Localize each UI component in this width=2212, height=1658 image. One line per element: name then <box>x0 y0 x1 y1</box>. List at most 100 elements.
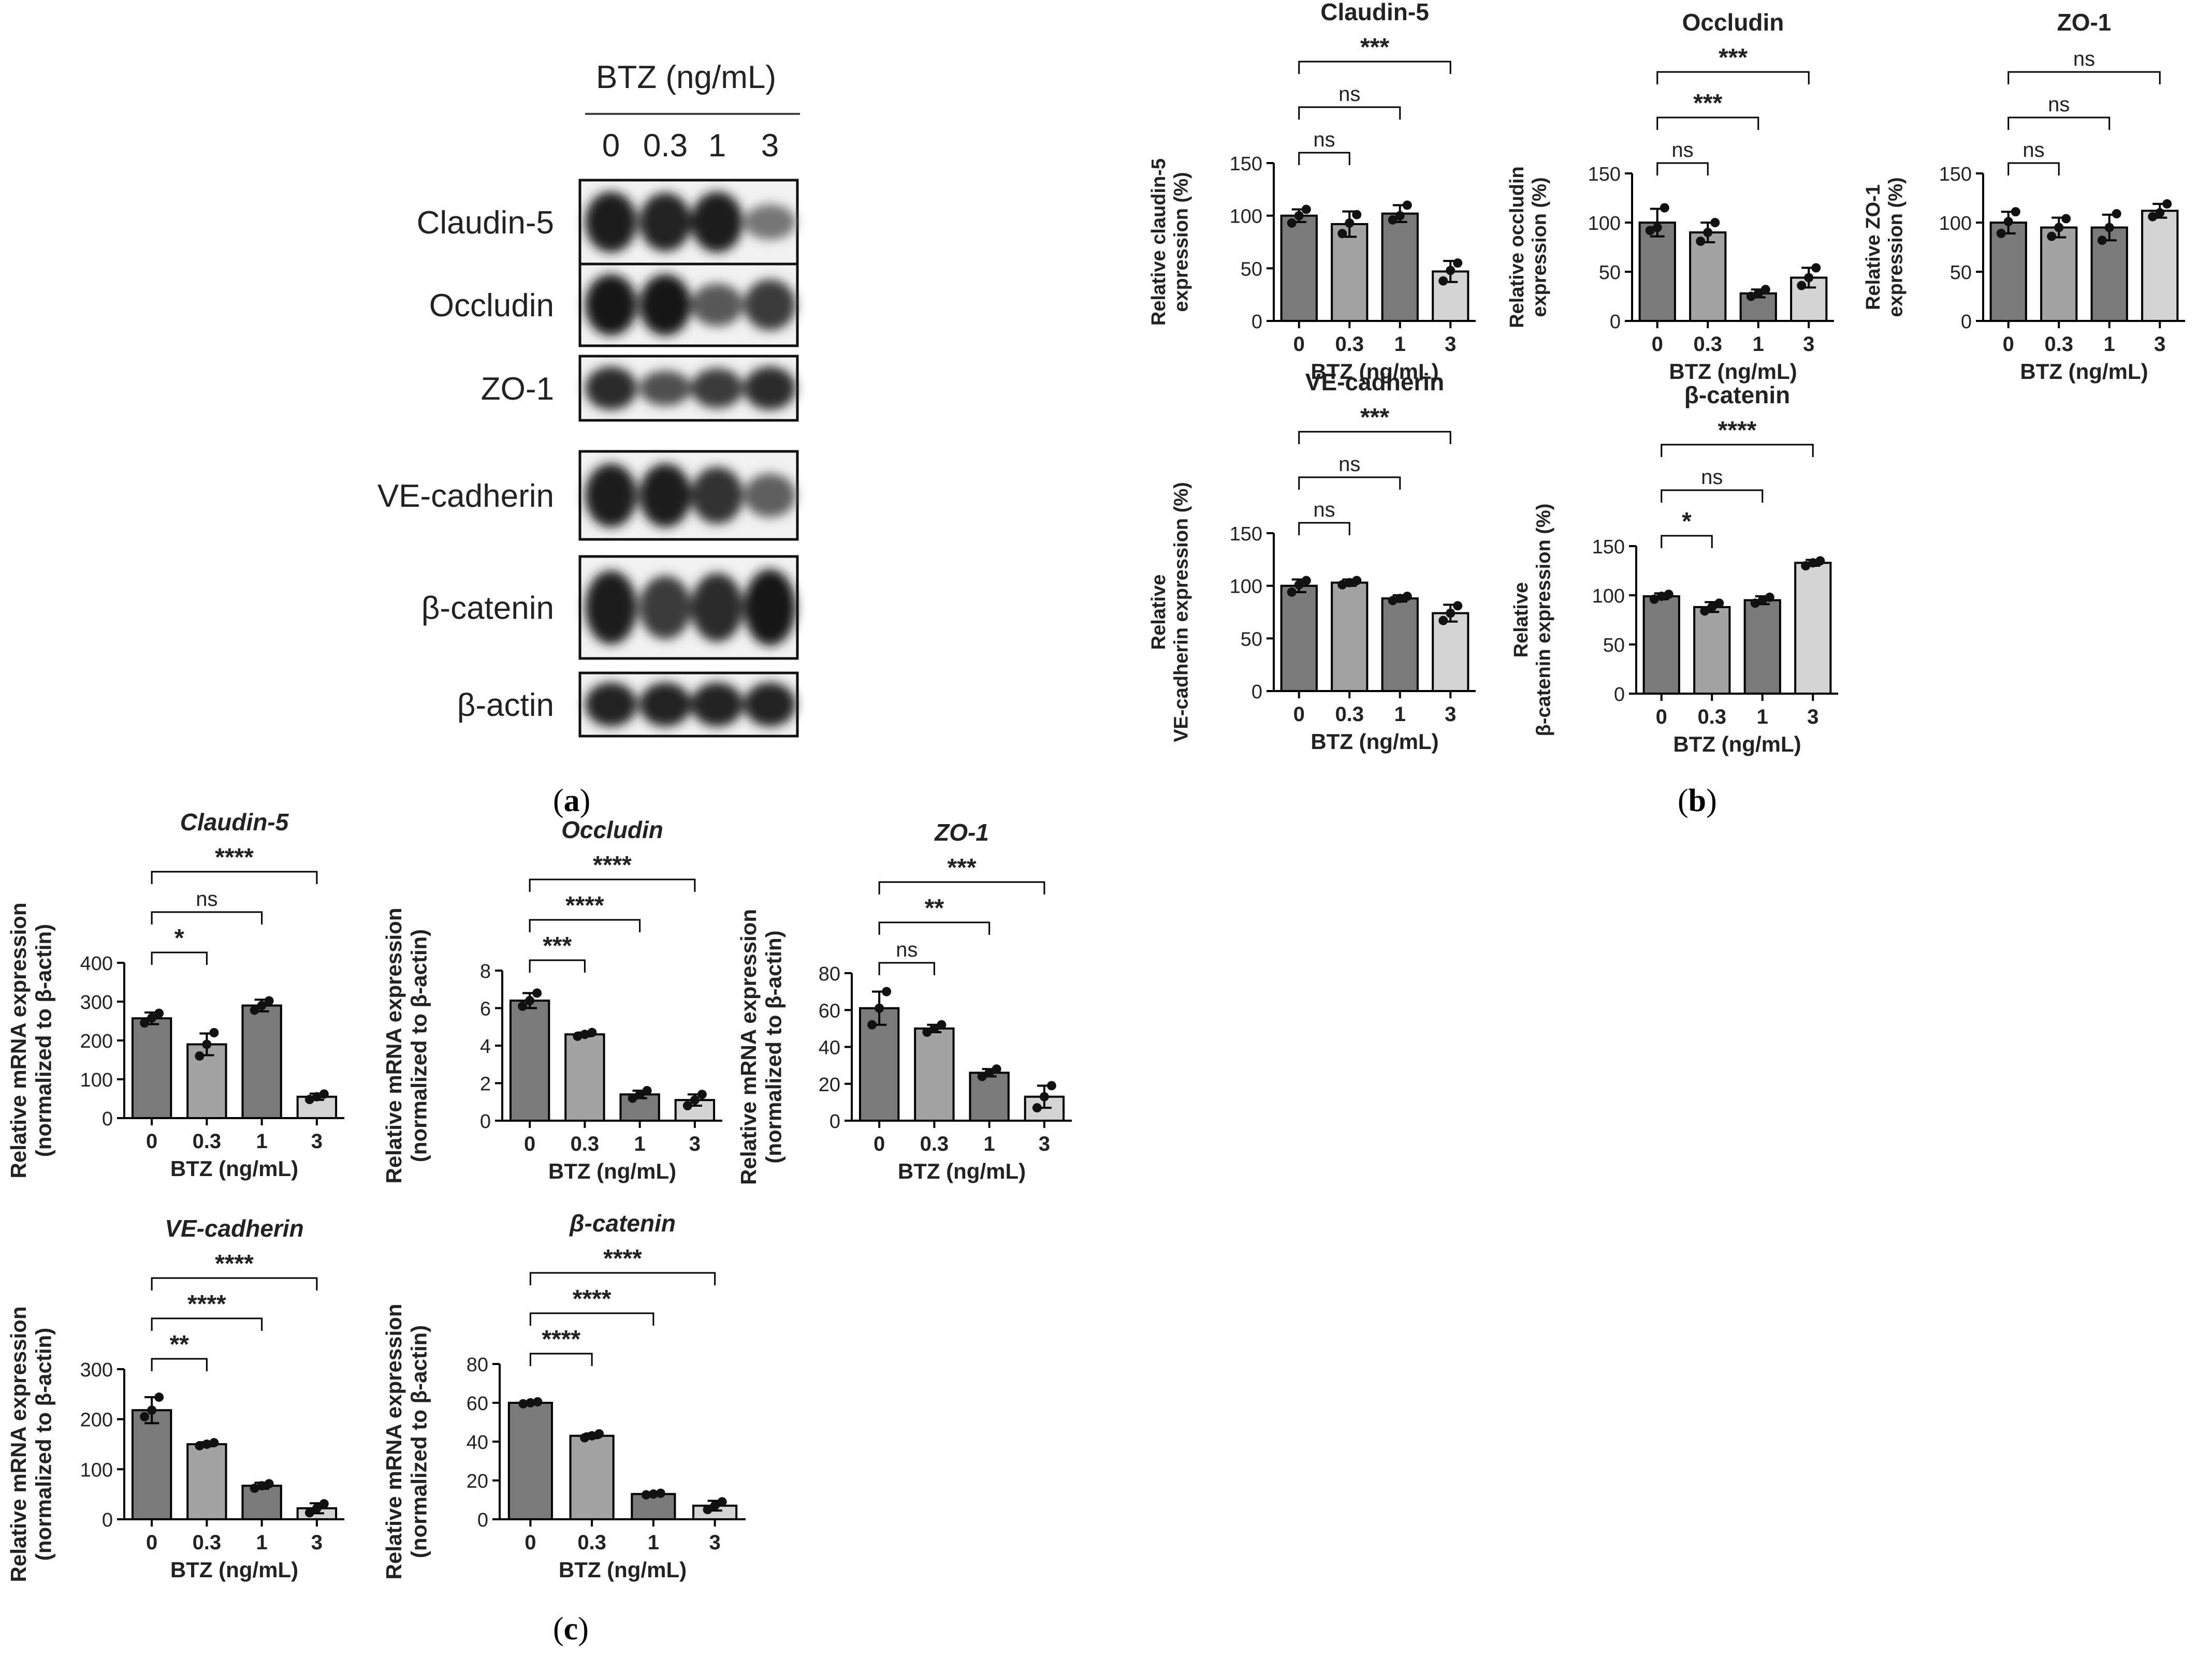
data-point <box>1294 211 1304 221</box>
significance-bracket <box>1661 444 1814 457</box>
panel-label-a: (a) <box>553 783 591 818</box>
blot-band <box>639 682 691 727</box>
y-axis-label-line: expression (%) <box>1529 177 1551 317</box>
y-tick-label: 100 <box>1939 213 1972 234</box>
blot-band <box>585 682 637 727</box>
data-point <box>154 1392 164 1402</box>
data-point <box>319 1499 329 1509</box>
y-axis-label-line: (normalized to β-actin) <box>406 929 431 1162</box>
blot-band <box>639 193 691 252</box>
data-point <box>682 1101 692 1110</box>
y-tick-label: 0 <box>480 1111 491 1133</box>
data-point <box>1815 556 1825 566</box>
blot-band <box>691 466 743 524</box>
data-point <box>518 1399 528 1408</box>
blot-bands <box>585 569 796 646</box>
y-axis-label-text: Relativeβ-catenin expression (%) <box>1510 504 1555 737</box>
y-axis-label-text: Relative mRNA expression(normalized to β… <box>6 903 55 1179</box>
significance-label: *** <box>1360 34 1389 61</box>
significance-bracket <box>1298 152 1350 165</box>
y-tick-label: 0 <box>102 1509 113 1531</box>
data-point <box>1395 211 1405 221</box>
x-tick-label: 1 <box>648 1531 659 1554</box>
x-axis-label: BTZ (ng/mL) <box>548 1159 676 1183</box>
data-point <box>1294 580 1304 590</box>
significance-bracket <box>1298 61 1451 74</box>
data-point <box>264 996 274 1006</box>
data-point <box>929 1023 939 1033</box>
data-point <box>1765 592 1774 602</box>
y-tick-label: 20 <box>819 1074 840 1096</box>
significance-label: ns <box>1338 83 1360 106</box>
x-tick-label: 0.3 <box>193 1130 222 1153</box>
significance-bracket <box>529 959 586 973</box>
data-point <box>573 1031 583 1041</box>
significance-label: ns <box>1313 498 1335 521</box>
data-point <box>1757 595 1767 605</box>
significance-label: **** <box>593 852 632 879</box>
significance-bracket <box>529 878 696 892</box>
data-point <box>2097 236 2107 245</box>
data-point <box>209 1028 219 1037</box>
data-point <box>1402 200 1412 210</box>
blot-bands <box>585 463 796 527</box>
y-tick-label: 400 <box>80 953 113 975</box>
data-point <box>882 987 892 996</box>
bar <box>2090 226 2128 322</box>
significance-label: **** <box>542 1326 580 1353</box>
chart-9: 0 20 40 60 80 0 0.3 1 3 BTZ (ng/mL) Relative mRNA … <box>382 1210 746 1582</box>
data-point <box>257 1001 267 1010</box>
blot-lane-label: 3 <box>761 128 779 164</box>
data-point <box>1804 273 1814 283</box>
significance-bracket <box>151 1358 208 1371</box>
x-tick-label: 3 <box>311 1531 323 1554</box>
significance-bracket <box>1661 535 1713 548</box>
data-point <box>304 1508 314 1518</box>
chart-title: ZO-1 <box>2057 9 2112 36</box>
blot-bands <box>585 682 796 727</box>
y-tick-label: 40 <box>467 1432 488 1454</box>
bar <box>131 1017 172 1119</box>
data-point <box>1438 615 1448 625</box>
significance-bracket <box>151 951 208 965</box>
significance-bracket <box>151 911 263 925</box>
significance-label: **** <box>565 892 604 919</box>
y-axis-label-line: Relative mRNA expression <box>382 1304 406 1580</box>
chart-title: VE-cadherin <box>1305 369 1444 395</box>
y-tick-label: 6 <box>480 999 491 1020</box>
y-tick-label: 50 <box>1241 258 1262 280</box>
x-tick-label: 1 <box>1753 333 1764 356</box>
bar <box>509 1000 550 1122</box>
blot-row-label: VE-cadherin <box>377 478 554 514</box>
y-axis-label-text: Relative occludinexpression (%) <box>1506 166 1551 328</box>
x-axis-label: BTZ (ng/mL) <box>1311 729 1438 754</box>
x-tick-label: 0.3 <box>577 1531 606 1554</box>
x-tick-label: 1 <box>1757 706 1768 728</box>
y-tick-label: 100 <box>1592 585 1625 607</box>
x-axis-label: BTZ (ng/mL) <box>1311 359 1438 384</box>
chart-1: 0 50 100 150 0 0.3 1 3 BTZ (ng/mL) Relative occlu… <box>1506 9 1834 384</box>
x-axis-label: BTZ (ng/mL) <box>1673 732 1801 756</box>
blot-lane-label: 0 <box>602 128 620 164</box>
data-point <box>1746 291 1756 301</box>
y-tick-label: 150 <box>1592 536 1625 558</box>
y-tick-label: 0 <box>1610 311 1621 333</box>
significance-bracket <box>1656 71 1810 84</box>
y-axis-label-line: Relative occludin <box>1506 166 1528 328</box>
data-point <box>992 1064 1001 1074</box>
x-tick-label: 0 <box>874 1133 885 1155</box>
y-axis-label: Relativeβ-catenin expression (%) <box>1510 504 1555 737</box>
y-axis-label: Relative claudin-5expression (%) <box>1148 158 1192 326</box>
data-point <box>710 1501 720 1510</box>
data-point <box>319 1089 329 1099</box>
significance-label: **** <box>573 1285 612 1313</box>
x-tick-label: 3 <box>1803 333 1814 356</box>
data-point <box>1996 228 2006 238</box>
data-point <box>195 1051 205 1061</box>
y-tick-label: 150 <box>1588 164 1621 185</box>
y-tick-label: 50 <box>1603 635 1625 656</box>
significance-bracket <box>529 1353 593 1366</box>
y-tick-label: 150 <box>1230 523 1262 545</box>
blot-band <box>639 575 691 640</box>
significance-label: ** <box>170 1331 190 1358</box>
